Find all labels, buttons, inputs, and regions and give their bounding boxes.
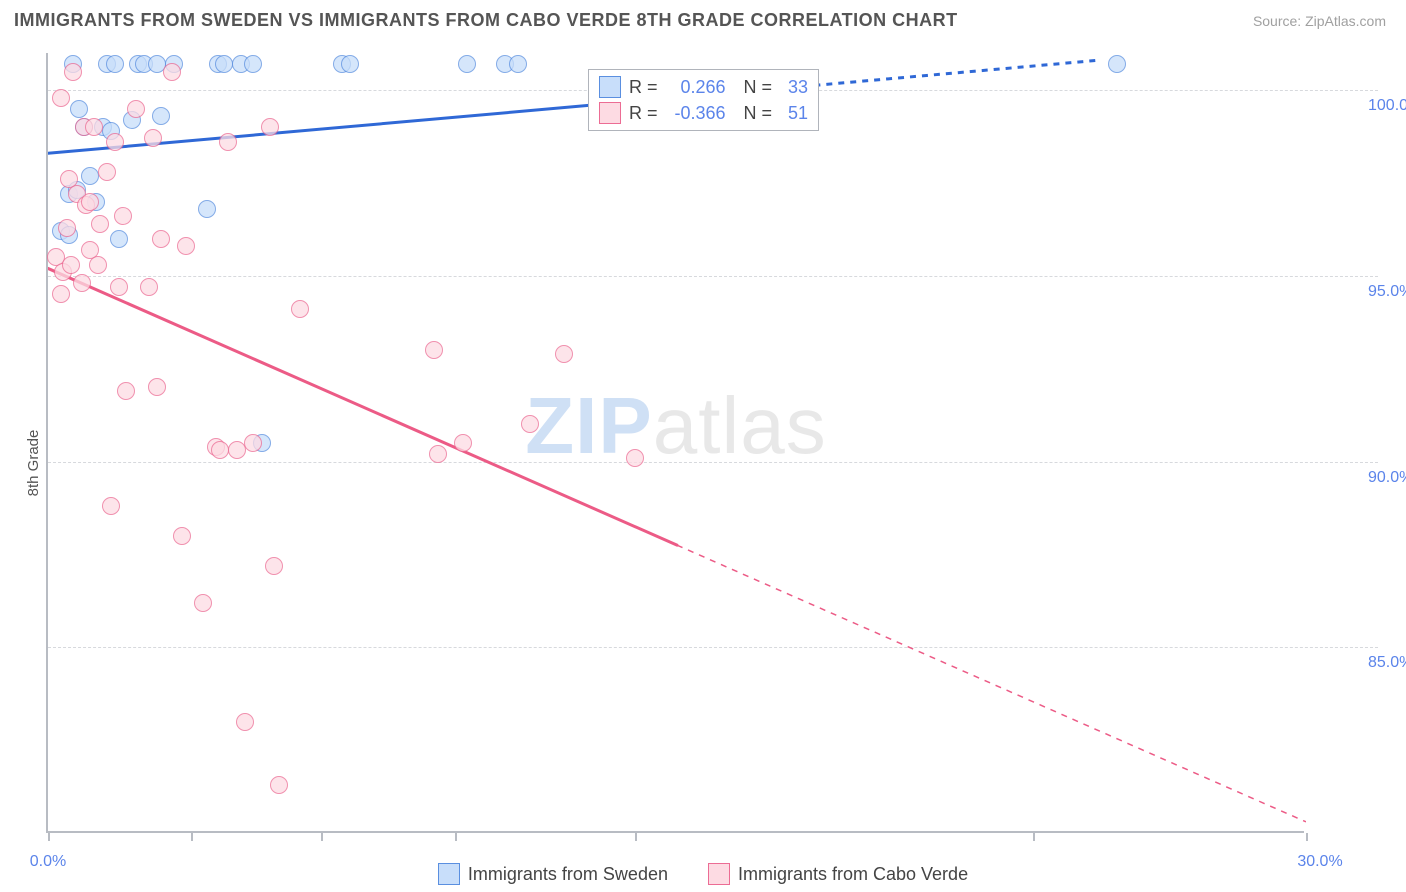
scatter-point bbox=[194, 594, 212, 612]
x-tick bbox=[1033, 833, 1035, 841]
y-tick-label: 95.0% bbox=[1368, 283, 1406, 301]
scatter-point bbox=[244, 434, 262, 452]
chart-header: IMMIGRANTS FROM SWEDEN VS IMMIGRANTS FRO… bbox=[0, 0, 1406, 37]
n-label: N = bbox=[744, 77, 773, 98]
scatter-point bbox=[429, 445, 447, 463]
stats-legend-row: R = 0.266 N = 33 bbox=[599, 74, 808, 100]
scatter-point bbox=[236, 713, 254, 731]
scatter-point bbox=[58, 219, 76, 237]
x-tick bbox=[635, 833, 637, 841]
scatter-point bbox=[211, 441, 229, 459]
scatter-point bbox=[454, 434, 472, 452]
scatter-point bbox=[110, 278, 128, 296]
scatter-point bbox=[626, 449, 644, 467]
scatter-point bbox=[152, 107, 170, 125]
legend-label-caboverde: Immigrants from Cabo Verde bbox=[738, 864, 968, 885]
stats-swatch bbox=[599, 102, 621, 124]
scatter-point bbox=[127, 100, 145, 118]
y-tick-label: 85.0% bbox=[1368, 654, 1406, 672]
legend-bottom: Immigrants from Sweden Immigrants from C… bbox=[0, 863, 1406, 885]
legend-swatch-caboverde bbox=[708, 863, 730, 885]
scatter-point bbox=[62, 256, 80, 274]
scatter-point bbox=[81, 193, 99, 211]
n-label: N = bbox=[744, 103, 773, 124]
scatter-point bbox=[114, 207, 132, 225]
x-tick bbox=[321, 833, 323, 841]
scatter-point bbox=[555, 345, 573, 363]
scatter-point bbox=[458, 55, 476, 73]
r-value: 0.266 bbox=[666, 77, 726, 98]
watermark: ZIPatlas bbox=[525, 380, 826, 472]
chart-area: 8th Grade ZIPatlas 85.0%90.0%95.0%100.0%… bbox=[0, 37, 1406, 889]
x-tick bbox=[455, 833, 457, 841]
legend-item-sweden: Immigrants from Sweden bbox=[438, 863, 668, 885]
chart-title: IMMIGRANTS FROM SWEDEN VS IMMIGRANTS FRO… bbox=[14, 10, 958, 31]
scatter-point bbox=[215, 55, 233, 73]
x-tick bbox=[48, 833, 50, 841]
scatter-point bbox=[163, 63, 181, 81]
scatter-point bbox=[91, 215, 109, 233]
scatter-point bbox=[140, 278, 158, 296]
n-value: 51 bbox=[780, 103, 808, 124]
scatter-point bbox=[106, 55, 124, 73]
scatter-point bbox=[177, 237, 195, 255]
r-value: -0.366 bbox=[666, 103, 726, 124]
legend-item-caboverde: Immigrants from Cabo Verde bbox=[708, 863, 968, 885]
scatter-point bbox=[52, 285, 70, 303]
scatter-point bbox=[219, 133, 237, 151]
scatter-point bbox=[52, 89, 70, 107]
scatter-point bbox=[81, 167, 99, 185]
scatter-point bbox=[228, 441, 246, 459]
scatter-point bbox=[148, 378, 166, 396]
scatter-point bbox=[244, 55, 262, 73]
n-value: 33 bbox=[780, 77, 808, 98]
scatter-point bbox=[152, 230, 170, 248]
scatter-point bbox=[509, 55, 527, 73]
stats-legend-row: R = -0.366 N = 51 bbox=[599, 100, 808, 126]
gridline bbox=[48, 647, 1378, 648]
y-axis-label: 8th Grade bbox=[25, 430, 42, 497]
y-tick-label: 100.0% bbox=[1368, 97, 1406, 115]
r-label: R = bbox=[629, 103, 658, 124]
scatter-point bbox=[117, 382, 135, 400]
gridline bbox=[48, 276, 1378, 277]
scatter-point bbox=[265, 557, 283, 575]
scatter-point bbox=[64, 63, 82, 81]
y-tick-label: 90.0% bbox=[1368, 469, 1406, 487]
scatter-point bbox=[173, 527, 191, 545]
scatter-point bbox=[1108, 55, 1126, 73]
scatter-point bbox=[106, 133, 124, 151]
scatter-point bbox=[261, 118, 279, 136]
scatter-point bbox=[73, 274, 91, 292]
stats-legend: R = 0.266 N = 33 R = -0.366 N = 51 bbox=[588, 69, 819, 131]
scatter-point bbox=[270, 776, 288, 794]
r-label: R = bbox=[629, 77, 658, 98]
chart-source: Source: ZipAtlas.com bbox=[1253, 13, 1386, 29]
x-tick bbox=[191, 833, 193, 841]
scatter-point bbox=[70, 100, 88, 118]
scatter-point bbox=[425, 341, 443, 359]
gridline bbox=[48, 462, 1378, 463]
scatter-point bbox=[198, 200, 216, 218]
scatter-point bbox=[98, 163, 116, 181]
stats-swatch bbox=[599, 76, 621, 98]
scatter-point bbox=[144, 129, 162, 147]
legend-label-sweden: Immigrants from Sweden bbox=[468, 864, 668, 885]
scatter-point bbox=[85, 118, 103, 136]
scatter-point bbox=[110, 230, 128, 248]
scatter-point bbox=[341, 55, 359, 73]
x-tick bbox=[1306, 833, 1308, 841]
scatter-point bbox=[89, 256, 107, 274]
scatter-point bbox=[102, 497, 120, 515]
scatter-point bbox=[291, 300, 309, 318]
scatter-point bbox=[521, 415, 539, 433]
legend-swatch-sweden bbox=[438, 863, 460, 885]
watermark-suffix: atlas bbox=[653, 381, 827, 470]
plot-region: ZIPatlas 85.0%90.0%95.0%100.0%0.0%30.0%R… bbox=[46, 53, 1304, 833]
